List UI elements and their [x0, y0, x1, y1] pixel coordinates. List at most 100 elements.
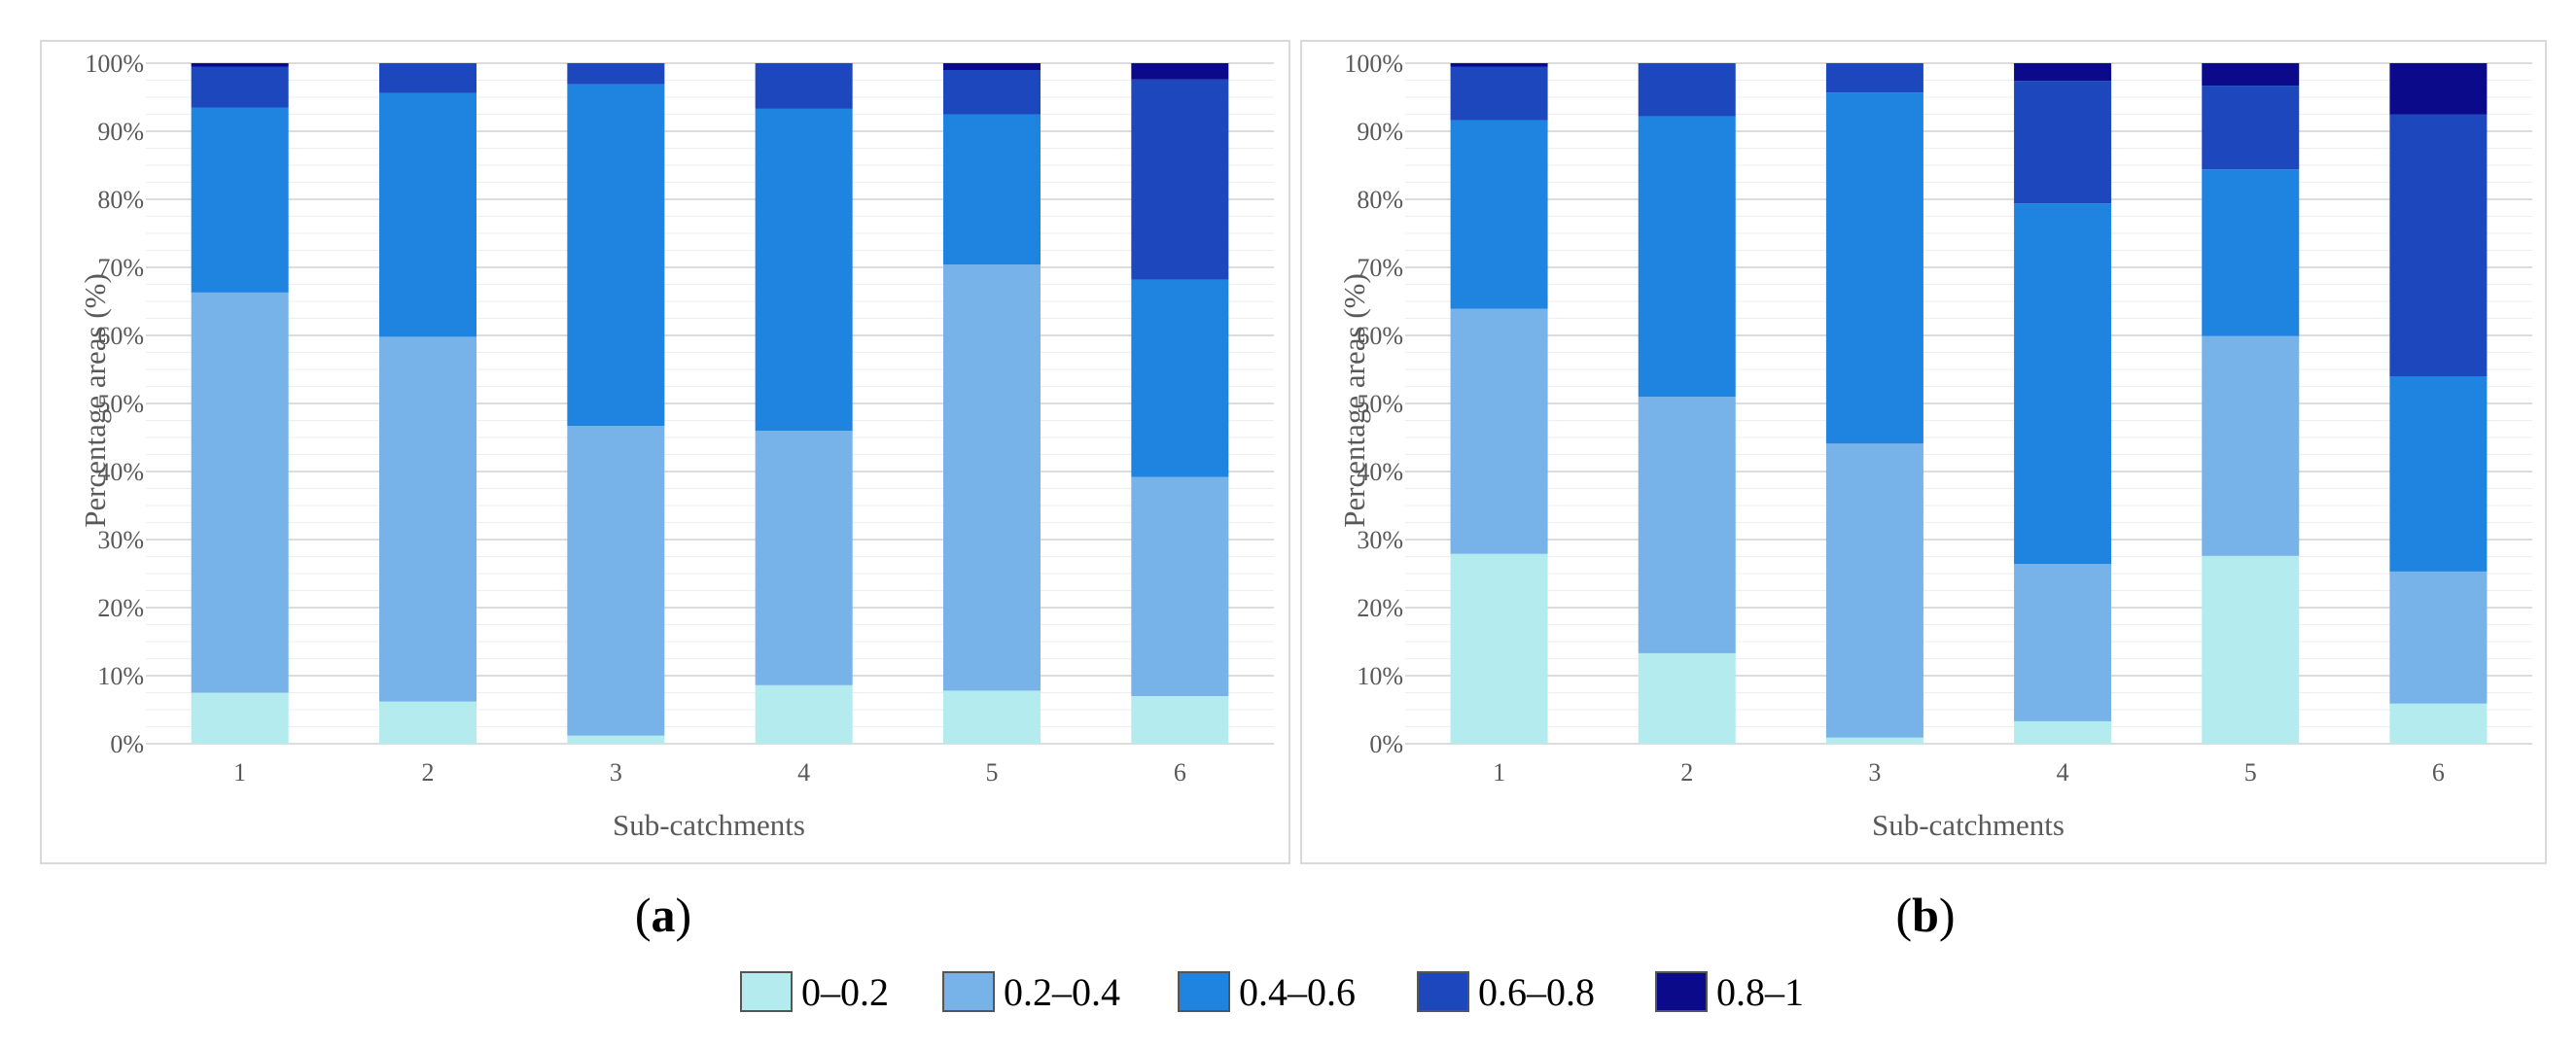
panel-a-bar-1-segment-5	[191, 63, 289, 67]
panel-a-bar-1-segment-1	[191, 692, 289, 744]
caption-a-letter: a	[652, 888, 676, 942]
panel-a-bar-5-segment-2	[943, 264, 1041, 691]
legend: 0–0.2 0.2–0.4 0.4–0.6 0.6–0.8 0.8–1	[740, 970, 1804, 1014]
panel-a-y-tick-label: 50%	[97, 390, 144, 418]
panel-b-y-tick-label: 0%	[1369, 730, 1403, 758]
panel-a-y-tick-label: 30%	[97, 526, 144, 554]
legend-label-1: 0–0.2	[801, 970, 889, 1014]
panel-a-y-tick-label: 10%	[97, 662, 144, 690]
legend-swatch-2	[942, 971, 995, 1012]
panel-b-y-tick-label: 20%	[1357, 594, 1403, 622]
panel-b-x-tick-label: 2	[1680, 758, 1693, 787]
panel-b-y-tick-label: 90%	[1357, 118, 1403, 146]
panel-a-bar-5-segment-5	[943, 63, 1041, 70]
panel-b-y-tick-label: 50%	[1357, 390, 1403, 418]
panel-a-bar-3-segment-3	[567, 84, 665, 427]
panel-b-x-tick-label: 5	[2244, 758, 2257, 787]
panel-b-y-tick-label: 80%	[1357, 186, 1403, 214]
panel-b-y-axis-title: Percentage areas (%)	[1337, 273, 1371, 528]
panel-a-x-tick-label: 3	[610, 758, 622, 787]
panel-b-bar-6-segment-3	[2389, 376, 2488, 572]
panel-a-bar-2-segment-1	[379, 701, 476, 744]
panel-b-bar-5-segment-2	[2202, 335, 2300, 556]
panel-a-bar-6-segment-5	[1131, 63, 1229, 80]
panel-a-bar-2-segment-4	[379, 63, 476, 93]
legend-label-2: 0.2–0.4	[1004, 970, 1120, 1014]
panel-b-bar-1-segment-1	[1450, 553, 1548, 744]
panel-b-bar-4-segment-4	[2014, 81, 2112, 204]
panel-b-x-tick-label: 3	[1868, 758, 1881, 787]
caption-a: (a)	[635, 888, 691, 942]
panel-a-y-tick-label: 80%	[97, 186, 144, 214]
panel-b-bar-4-segment-3	[2014, 203, 2112, 565]
panel-b-y-tick-label: 100%	[1344, 50, 1403, 78]
caption-b: (b)	[1895, 888, 1955, 942]
panel-a-bar-4-segment-2	[755, 431, 853, 685]
panel-a-bar-5-segment-4	[943, 70, 1041, 115]
panel-a-bar-6-segment-3	[1131, 279, 1229, 477]
panel-a-bar-6-segment-1	[1131, 696, 1229, 744]
panel-b-bar-2-segment-3	[1638, 116, 1736, 397]
panel-b-x-tick-label: 1	[1493, 758, 1505, 787]
panel-b-bar-3-segment-3	[1825, 92, 1923, 444]
panel-a-x-axis-title: Sub-catchments	[613, 808, 805, 842]
panel-b-bar-1-segment-2	[1450, 308, 1548, 554]
panel-b-bar-4-segment-5	[2014, 63, 2112, 82]
panel-b-bar-2-segment-4	[1638, 63, 1736, 117]
panel-b-bar-2-segment-2	[1638, 397, 1736, 653]
panel-b-bar-5-segment-3	[2202, 169, 2300, 336]
panel-a-y-tick-label: 0%	[110, 730, 144, 758]
panel-a-bar-6-segment-4	[1131, 79, 1229, 280]
svg-text:(b): (b)	[1895, 888, 1955, 942]
chart-panel-b: 0%10%20%30%40%50%60%70%80%90%100%1 2 3 4 5 6 …	[1300, 40, 2547, 864]
panel-a-x-tick-label: 5	[986, 758, 999, 787]
panel-b-bar-5-segment-5	[2202, 63, 2300, 87]
legend-label-3: 0.4–0.6	[1239, 970, 1356, 1014]
panel-b-y-tick-label: 10%	[1357, 662, 1403, 690]
panel-a-plot-area: 0% 10% 20% 30% 40% 50% 60% 70% 80% 90% 100% 1 2 3 4 5 6	[85, 50, 1274, 787]
panel-b-bar-4-segment-2	[2014, 564, 2112, 721]
chart-panel-a: 0%10%20%30%40%50%60%70%80%90%100%1 2 3 4 5 6 …	[40, 40, 1290, 864]
panel-b-bar-5-segment-1	[2202, 555, 2300, 744]
legend-label-5: 0.8–1	[1716, 970, 1804, 1014]
panel-a-y-axis-title: Percentage areas (%)	[78, 273, 112, 528]
panel-b-bar-6-segment-2	[2389, 571, 2488, 704]
panel-a-bar-6-segment-2	[1131, 476, 1229, 696]
legend-swatch-4	[1417, 971, 1469, 1012]
panel-a-bar-1-segment-3	[191, 107, 289, 293]
panel-b-plot-area: 0% 10% 20% 30% 40% 50% 60% 70% 80% 90% 100% 1 2 3 4 5 6	[1344, 50, 2532, 787]
panel-a-bar-3-segment-4	[567, 63, 665, 85]
panel-b-y-tick-label: 30%	[1357, 526, 1403, 554]
legend-swatch-5	[1655, 971, 1708, 1012]
panel-b-bar-4-segment-1	[2014, 720, 2112, 744]
panel-b-x-tick-label: 6	[2432, 758, 2445, 787]
panel-b-bar-2-segment-1	[1638, 652, 1736, 744]
legend-label-4: 0.6–0.8	[1478, 970, 1595, 1014]
panel-b-x-axis-title: Sub-catchments	[1872, 808, 2064, 842]
panel-a-bar-1-segment-2	[191, 292, 289, 693]
panel-a-x-tick-label: 1	[233, 758, 246, 787]
panel-b-bar-3-segment-4	[1825, 63, 1923, 93]
panel-a-bar-4-segment-3	[755, 108, 853, 432]
panel-a-y-tick-label: 100%	[85, 50, 144, 78]
panel-b-bar-3-segment-2	[1825, 443, 1923, 738]
legend-swatch-1	[740, 971, 793, 1012]
panel-a-bar-5-segment-1	[943, 690, 1041, 744]
caption-b-letter: b	[1912, 888, 1939, 942]
panel-b-bar-1-segment-3	[1450, 120, 1548, 309]
panel-b-bar-6-segment-1	[2389, 703, 2488, 744]
panel-a-bar-2-segment-3	[379, 92, 476, 337]
panel-b-x-tick-label: 4	[2057, 758, 2069, 787]
panel-a-bar-5-segment-3	[943, 114, 1041, 265]
panel-a-bar-1-segment-4	[191, 66, 289, 108]
panel-a-y-tick-label: 20%	[97, 594, 144, 622]
panel-a-y-tick-label: 60%	[97, 322, 144, 350]
panel-a-bar-2-segment-2	[379, 336, 476, 702]
legend-swatch-3	[1178, 971, 1230, 1012]
panel-b-bar-6-segment-5	[2389, 63, 2488, 115]
panel-a-bar-3-segment-1	[567, 735, 665, 744]
panel-b-bar-3-segment-1	[1825, 737, 1923, 744]
panel-a-y-tick-label: 90%	[97, 118, 144, 146]
panel-b-bar-1-segment-5	[1450, 63, 1548, 67]
